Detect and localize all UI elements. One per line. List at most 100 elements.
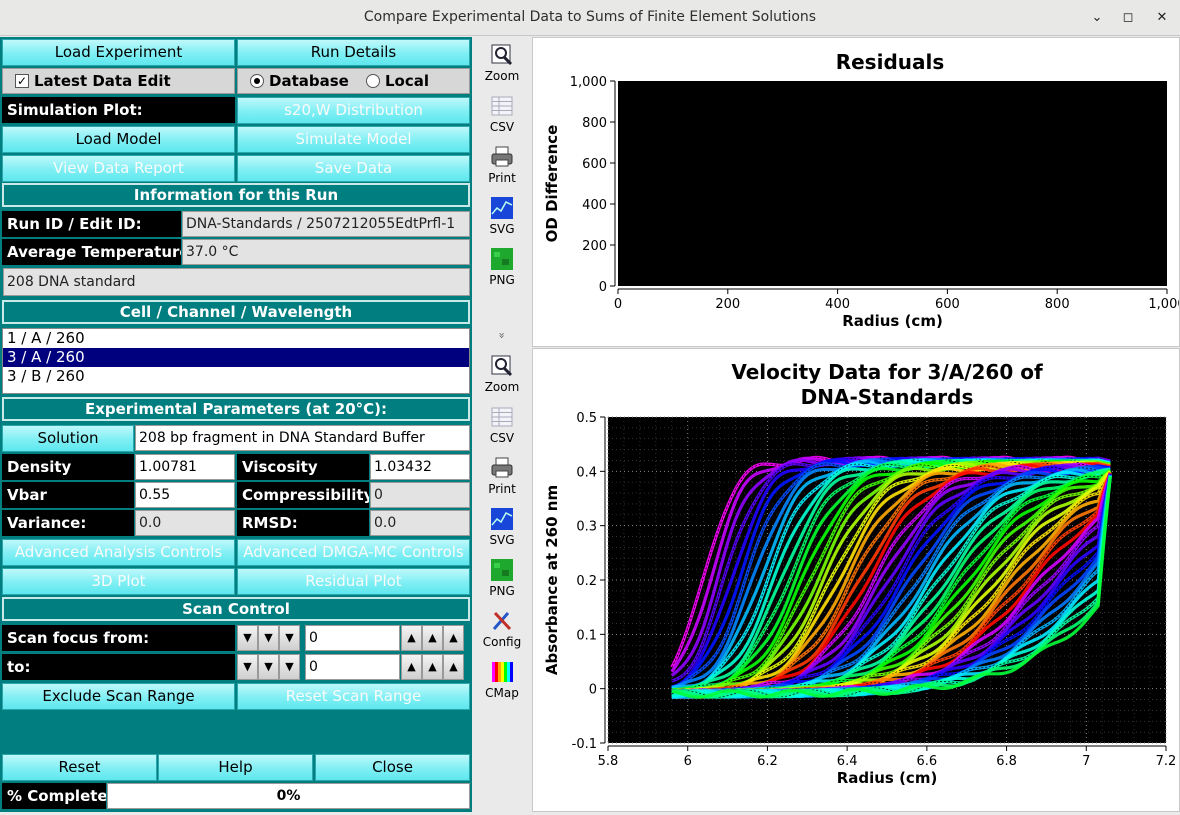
- list-item[interactable]: 3 / A / 260: [3, 348, 469, 367]
- scan-data-points: [671, 467, 1111, 698]
- velocity-plot-panel: Velocity Data for 3/A/260 of DNA-Standard…: [532, 348, 1180, 812]
- density-label: Density: [2, 454, 134, 480]
- toolbar-cmap-button[interactable]: CMap: [472, 654, 532, 705]
- maximize-button[interactable]: ◻: [1122, 10, 1134, 25]
- toolbar-csv-button[interactable]: CSV: [472, 88, 532, 139]
- close-window-button[interactable]: ✕: [1156, 10, 1168, 25]
- toolbar-label: Print: [488, 171, 516, 185]
- s20w-distribution-button[interactable]: s20,W Distribution: [237, 97, 470, 124]
- check-icon[interactable]: ✓: [15, 74, 29, 88]
- toolbar-label: CSV: [489, 120, 515, 134]
- toolbar-label: CMap: [485, 686, 519, 700]
- down-icon[interactable]: ▼: [279, 654, 300, 680]
- png-icon: [491, 559, 513, 581]
- triple-down-icon[interactable]: ▼: [237, 625, 258, 651]
- toolbar-label: Zoom: [484, 69, 520, 83]
- advanced-analysis-button[interactable]: Advanced Analysis Controls: [2, 539, 235, 566]
- advanced-dmga-button[interactable]: Advanced DMGA-MC Controls: [237, 539, 470, 566]
- toolbar-png-button[interactable]: PNG: [472, 241, 532, 292]
- toolbar-svg-button[interactable]: SVG: [472, 501, 532, 552]
- triple-down-icon[interactable]: ▼: [237, 654, 258, 680]
- toolbar-csv-button[interactable]: CSV: [472, 399, 532, 450]
- residual-plot-button[interactable]: Residual Plot: [237, 568, 470, 595]
- x-tick-label: 7: [1082, 754, 1090, 769]
- list-item[interactable]: 3 / B / 260: [7, 367, 85, 385]
- exclude-scan-range-button[interactable]: Exclude Scan Range: [2, 683, 235, 710]
- solution-button[interactable]: Solution: [2, 425, 134, 452]
- x-tick-label: 0: [614, 297, 622, 312]
- toolbar-label: SVG: [489, 222, 515, 236]
- double-down-icon[interactable]: ▼: [258, 654, 279, 680]
- run-details-button[interactable]: Run Details: [237, 39, 470, 66]
- reset-scan-range-button[interactable]: Reset Scan Range: [237, 683, 470, 710]
- viscosity-field[interactable]: 1.03432: [370, 454, 470, 480]
- help-button[interactable]: Help: [158, 754, 313, 781]
- local-disk-radio[interactable]: [366, 74, 380, 88]
- residuals-chart[interactable]: Residuals 0 200 400 600 800 1,000 0 200 400 600 800…: [533, 38, 1180, 346]
- x-tick-label: 200: [715, 297, 740, 312]
- up-icon[interactable]: ▲: [401, 625, 422, 651]
- minimize-button[interactable]: ⌄: [1091, 10, 1103, 25]
- toolbar-zoom-button[interactable]: Zoom: [472, 37, 532, 88]
- simulation-plot-label: Simulation Plot:: [2, 97, 235, 123]
- variance-label: Variance:: [2, 510, 134, 536]
- vbar-label: Vbar: [2, 482, 134, 508]
- scan-from-input[interactable]: 0: [305, 625, 400, 651]
- x-tick-label: 800: [1045, 297, 1070, 312]
- double-up-icon[interactable]: ▲: [422, 625, 443, 651]
- cell-channel-wavelength-header: Cell / Channel / Wavelength: [2, 300, 470, 324]
- chart-title: Residuals: [836, 50, 945, 74]
- plot-3d-button[interactable]: 3D Plot: [2, 568, 235, 595]
- svg-icon: [491, 508, 513, 530]
- simulate-model-button[interactable]: Simulate Model: [237, 126, 470, 153]
- scan-to-up-arrows: ▲ ▲ ▲: [401, 654, 464, 680]
- load-experiment-button[interactable]: Load Experiment: [2, 39, 235, 66]
- csv-icon: [491, 96, 513, 116]
- progress-text: 0%: [276, 788, 301, 804]
- toolbar-label: PNG: [489, 584, 515, 598]
- double-up-icon[interactable]: ▲: [422, 654, 443, 680]
- toolbar-png-button[interactable]: PNG: [472, 552, 532, 603]
- toolbar-label: Zoom: [484, 380, 520, 394]
- double-down-icon[interactable]: ▼: [258, 625, 279, 651]
- percent-complete-label: % Complete:: [2, 783, 106, 809]
- toolbar-print-button[interactable]: Print: [472, 139, 532, 190]
- progress-bar: 0%: [107, 783, 470, 809]
- x-tick-label: 1,000: [1148, 297, 1179, 312]
- toolbar-label: Config: [482, 635, 522, 649]
- zoom-icon: [491, 355, 513, 377]
- y-tick-label: 0: [589, 683, 597, 698]
- database-radio[interactable]: [250, 74, 264, 88]
- load-model-button[interactable]: Load Model: [2, 126, 235, 153]
- latest-data-edit-label: Latest Data Edit: [34, 72, 171, 90]
- x-tick-label: 5.8: [598, 754, 619, 769]
- view-data-report-button[interactable]: View Data Report: [2, 155, 235, 182]
- toolbar-zoom-button[interactable]: Zoom: [472, 348, 532, 399]
- toolbar-svg-button[interactable]: SVG: [472, 190, 532, 241]
- scan-to-input[interactable]: 0: [305, 654, 400, 680]
- solution-field[interactable]: 208 bp fragment in DNA Standard Buffer: [135, 425, 470, 451]
- down-icon[interactable]: ▼: [279, 625, 300, 651]
- viscosity-label: Viscosity: [237, 454, 369, 480]
- reset-button[interactable]: Reset: [2, 754, 157, 781]
- database-label: Database: [269, 72, 349, 90]
- toolbar-print-button[interactable]: Print: [472, 450, 532, 501]
- experimental-params-header: Experimental Parameters (at 20°C):: [2, 397, 470, 421]
- save-data-button[interactable]: Save Data: [237, 155, 470, 182]
- velocity-toolbar: Zoom CSV Print SVG PNG Config CMap: [472, 348, 532, 812]
- close-button[interactable]: Close: [315, 754, 470, 781]
- list-item[interactable]: 1 / A / 260: [7, 329, 85, 347]
- triple-up-icon[interactable]: ▲: [443, 654, 464, 680]
- y-tick-label: 0.4: [576, 465, 597, 480]
- ccw-list[interactable]: 1 / A / 260 3 / A / 260 3 / B / 260: [2, 328, 470, 394]
- up-icon[interactable]: ▲: [401, 654, 422, 680]
- chart-title-line2: DNA-Standards: [801, 385, 974, 409]
- vbar-field[interactable]: 0.55: [135, 482, 235, 508]
- latest-data-edit-checkbox-row[interactable]: ✓ Latest Data Edit: [2, 68, 235, 94]
- toolbar-config-button[interactable]: Config: [472, 603, 532, 654]
- y-tick-label: 0: [599, 280, 607, 295]
- density-field[interactable]: 1.00781: [135, 454, 235, 480]
- triple-up-icon[interactable]: ▲: [443, 625, 464, 651]
- velocity-chart[interactable]: Velocity Data for 3/A/260 ofDNA-Standard…: [533, 349, 1179, 811]
- scan-data-points: [671, 459, 1111, 691]
